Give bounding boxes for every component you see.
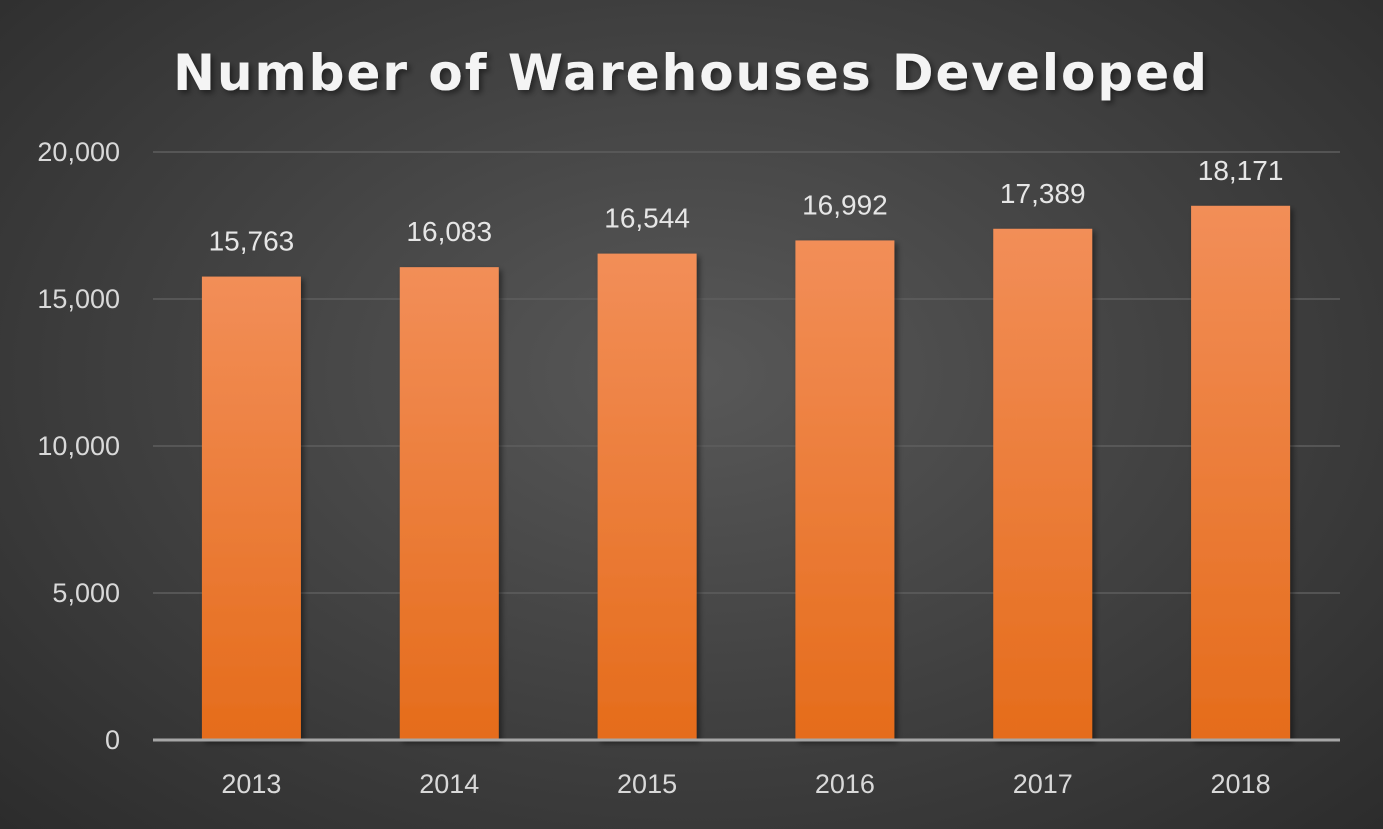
bar-2013 <box>201 276 301 740</box>
y-tick-label: 15,000 <box>37 284 120 314</box>
bar-2018 <box>1191 205 1291 741</box>
data-label: 16,544 <box>604 203 690 234</box>
x-tick-label: 2013 <box>221 769 281 799</box>
data-label: 16,083 <box>406 216 492 247</box>
y-tick-label: 10,000 <box>37 431 120 461</box>
y-tick-label: 5,000 <box>52 578 120 608</box>
bar-2014 <box>399 267 499 740</box>
x-tick-label: 2014 <box>419 769 479 799</box>
x-tick-label: 2018 <box>1211 769 1271 799</box>
chart-title: Number of Warehouses Developed <box>173 44 1209 102</box>
x-tick-label: 2017 <box>1013 769 1073 799</box>
bar-2016 <box>795 240 895 741</box>
data-label: 16,992 <box>802 189 888 220</box>
data-label: 17,389 <box>1000 178 1086 209</box>
x-tick-label: 2015 <box>617 769 677 799</box>
bar-2017 <box>993 228 1093 740</box>
data-label: 15,763 <box>209 226 295 257</box>
y-tick-label: 0 <box>105 725 120 755</box>
bar-2015 <box>597 253 697 741</box>
y-tick-label: 20,000 <box>37 137 120 167</box>
x-tick-label: 2016 <box>815 769 875 799</box>
data-label: 18,171 <box>1198 155 1284 186</box>
